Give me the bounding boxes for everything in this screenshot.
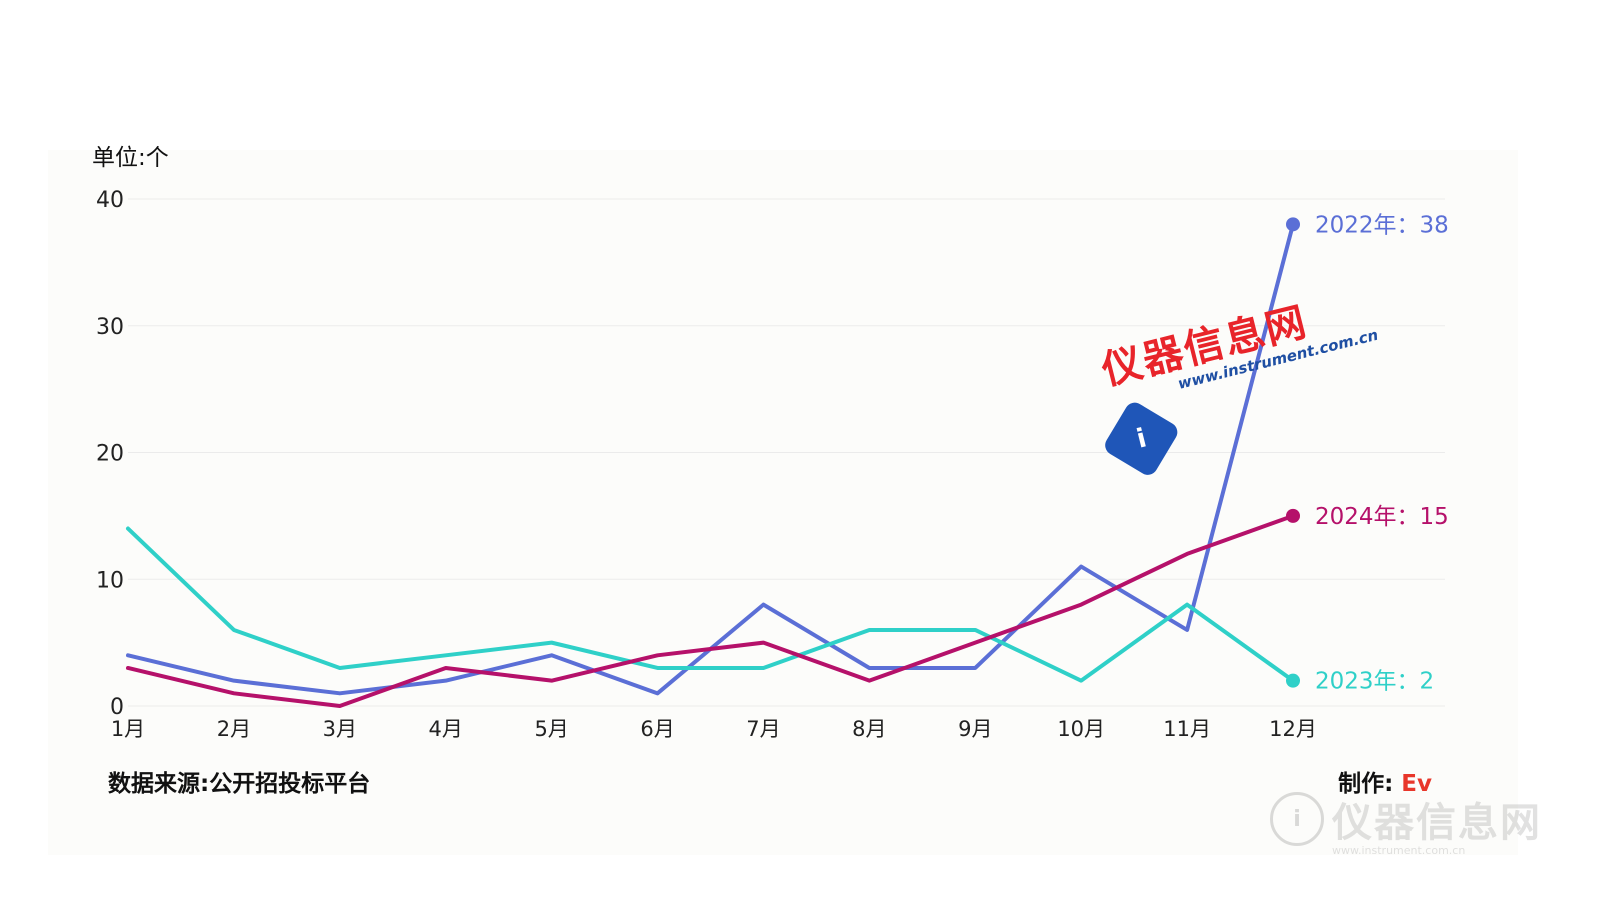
x-tick-label: 5月	[534, 717, 568, 741]
series-end-point	[1286, 217, 1300, 232]
series-line	[126, 513, 1295, 708]
corner-url: www.instrument.com.cn	[1332, 844, 1466, 857]
x-tick-label: 8月	[852, 717, 886, 741]
x-tick-label: 6月	[640, 717, 674, 741]
y-tick-label: 0	[110, 695, 124, 720]
series-end-label: 2023年：2	[1315, 669, 1434, 695]
x-tick-label: 12月	[1269, 717, 1317, 741]
x-tick-label: 1月	[111, 717, 145, 741]
unit-label: 单位:个	[92, 145, 169, 171]
x-tick-label: 2月	[217, 717, 251, 741]
series-end-point	[1286, 673, 1300, 688]
series-end-label: 2024年：15	[1315, 504, 1449, 530]
x-tick-label: 11月	[1163, 717, 1211, 741]
series-end-label: 2022年：38	[1315, 212, 1449, 238]
corner-logo-icon: i	[1270, 792, 1324, 846]
x-tick-label: 3月	[323, 717, 357, 741]
corner-title: 仪器信息网	[1332, 800, 1542, 846]
series-end-point	[1286, 508, 1300, 523]
x-tick-label: 4月	[429, 717, 463, 741]
y-tick-label: 30	[96, 315, 124, 340]
series-line	[126, 526, 1295, 683]
maker-label: 制作: Ev	[1338, 764, 1432, 798]
y-tick-label: 10	[96, 568, 124, 593]
source-label: 数据来源:公开招投标平台	[108, 771, 371, 797]
maker-prefix: 制作:	[1338, 771, 1402, 797]
x-tick-label: 9月	[958, 717, 992, 741]
maker-name: Ev	[1401, 771, 1432, 797]
chart-panel	[48, 150, 1518, 855]
y-tick-label: 40	[96, 188, 124, 213]
x-tick-label: 7月	[746, 717, 780, 741]
x-tick-label: 10月	[1057, 717, 1105, 741]
corner-watermark: i 仪器信息网 www.instrument.com.cn	[1270, 790, 1542, 857]
y-tick-label: 20	[96, 442, 124, 467]
